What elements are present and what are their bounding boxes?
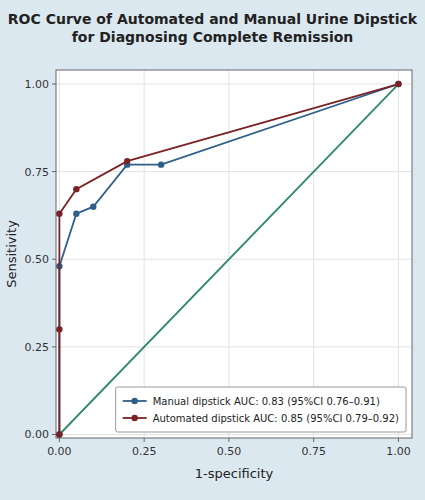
chart: 0.00 0.25 0.50 0.75 1.00 0.00 0.25 0.50 0.75 1.00… (0, 0, 425, 500)
tick-mark (228, 438, 229, 442)
tick-label: 0.50 (217, 445, 242, 458)
series-line (59, 84, 398, 434)
legend-box (116, 387, 406, 432)
tick-label: 0.75 (301, 445, 326, 458)
tick-label: 0.75 (25, 166, 50, 179)
tick-mark (52, 171, 56, 172)
tick-mark (313, 438, 314, 442)
grid-line (398, 70, 399, 438)
tick-mark (398, 438, 399, 442)
tick-mark (52, 259, 56, 260)
series-point (56, 431, 62, 437)
plot-frame (56, 70, 412, 438)
grid-line (56, 346, 412, 347)
tick-mark (144, 438, 145, 442)
tick-label: 0.00 (47, 445, 72, 458)
legend-label: Automated dipstick AUC: 0.85 (95%CI 0.79… (153, 413, 399, 424)
grid-line (56, 84, 412, 85)
tick-label: 0.25 (132, 445, 157, 458)
tick-label: 0.25 (25, 341, 50, 354)
y-axis-label: Sensitivity (4, 220, 19, 288)
series-point (56, 431, 62, 437)
marks (56, 81, 401, 438)
series-point (56, 210, 62, 216)
tick-mark (52, 346, 56, 347)
grid-line (144, 70, 145, 438)
grid-line (56, 259, 412, 260)
tick-mark (59, 438, 60, 442)
tick-mark (52, 434, 56, 435)
title: ROC Curve of Automated and Manual Urine … (8, 11, 418, 45)
tick-label: 0.50 (25, 253, 50, 266)
series-line (59, 84, 398, 434)
series-point (395, 81, 401, 87)
series-point (124, 158, 130, 164)
tick-label: 0.00 (25, 428, 50, 441)
plot-area (56, 70, 412, 438)
title-line: for Diagnosing Complete Remission (72, 29, 354, 45)
series-point (73, 186, 79, 192)
legend: Manual dipstick AUC: 0.83 (95%CI 0.76–0.… (116, 387, 406, 432)
grid-line (56, 434, 412, 435)
legend-label: Manual dipstick AUC: 0.83 (95%CI 0.76–0.… (153, 396, 380, 407)
tick-label: 1.00 (386, 445, 411, 458)
x-axis-label: 1-specificity (195, 466, 274, 481)
series-point (73, 210, 79, 216)
tick-mark (52, 84, 56, 85)
grid-line (228, 70, 229, 438)
grid-line (313, 70, 314, 438)
series-point (56, 326, 62, 332)
series-line (59, 84, 398, 434)
legend-swatch-marker (131, 415, 137, 421)
tick-label: 1.00 (25, 78, 50, 91)
grid (56, 70, 412, 438)
legend-swatch-marker (131, 398, 137, 404)
series-point (395, 81, 401, 87)
series-point (158, 161, 164, 167)
title-line: ROC Curve of Automated and Manual Urine … (8, 11, 418, 27)
series-point (90, 203, 96, 209)
